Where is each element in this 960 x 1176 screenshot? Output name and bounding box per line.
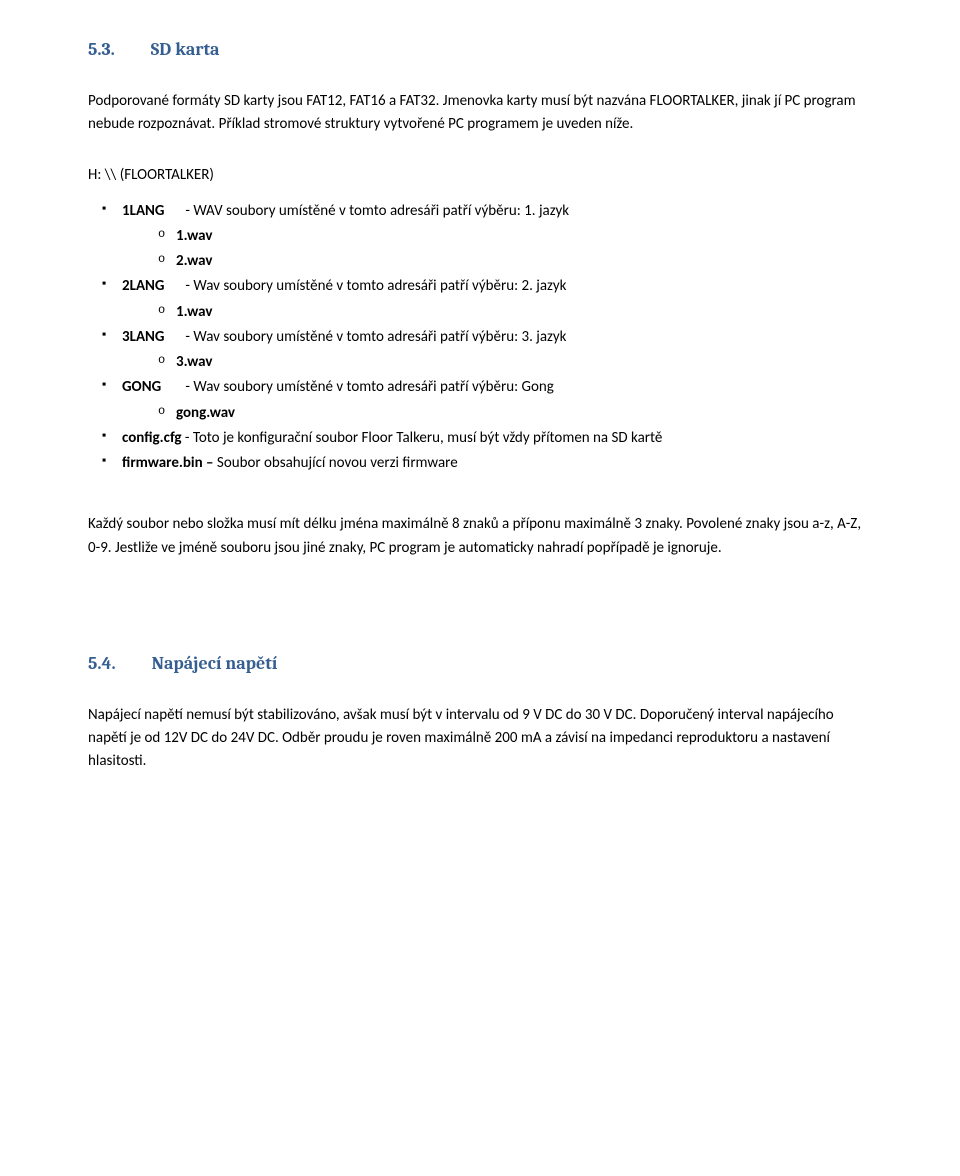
tree-children: 1.wav 2.wav — [122, 225, 872, 274]
tree-key: firmware.bin — [122, 454, 203, 472]
section-heading-sd-karta: 5.3. SD karta — [88, 36, 872, 64]
section-heading-napajeci: 5.4. Napájecí napětí — [88, 650, 872, 678]
tree-key: GONG — [122, 376, 182, 399]
tree-item-firmware: firmware.bin – Soubor obsahující novou v… — [122, 452, 872, 475]
tree-key: 2LANG — [122, 275, 182, 298]
tree-child: gong.wav — [176, 402, 872, 425]
tree-desc: - Toto je konfigurační soubor Floor Talk… — [182, 429, 663, 447]
tree-desc: Soubor obsahující novou verzi firmware — [217, 454, 458, 472]
tree-children: gong.wav — [122, 402, 872, 425]
tree-key: 3LANG — [122, 326, 182, 349]
tree-child: 2.wav — [176, 250, 872, 273]
tree-key: config.cfg — [122, 429, 182, 447]
tree-child-label: 1.wav — [176, 227, 212, 245]
tree-dash: – — [203, 454, 217, 472]
tree-child: 3.wav — [176, 351, 872, 374]
tree-heading: H: \\ (FLOORTALKER) — [88, 164, 872, 187]
tree-key: 1LANG — [122, 200, 182, 223]
tree-item-3lang: 3LANG - Wav soubory umístěné v tomto adr… — [122, 326, 872, 375]
tree-item-gong: GONG - Wav soubory umístěné v tomto adre… — [122, 376, 872, 425]
tree-desc: - Wav soubory umístěné v tomto adresáři … — [185, 277, 566, 295]
section-title: Napájecí napětí — [152, 653, 278, 674]
tree-desc: - Wav soubory umístěné v tomto adresáři … — [185, 328, 566, 346]
tree-child-label: 3.wav — [176, 353, 212, 371]
section1-para2: Každý soubor nebo složka musí mít délku … — [88, 513, 872, 560]
tree-children: 3.wav — [122, 351, 872, 374]
section-number: 5.4. — [88, 653, 116, 674]
section2-para1: Napájecí napětí nemusí být stabilizováno… — [88, 704, 872, 774]
tree-child-label: 2.wav — [176, 252, 212, 270]
section1-para1: Podporované formáty SD karty jsou FAT12,… — [88, 90, 872, 137]
directory-tree: 1LANG - WAV soubory umístěné v tomto adr… — [88, 200, 872, 476]
tree-item-config: config.cfg - Toto je konfigurační soubor… — [122, 427, 872, 450]
tree-desc: - WAV soubory umístěné v tomto adresáři … — [185, 202, 569, 220]
tree-child: 1.wav — [176, 225, 872, 248]
tree-desc: - Wav soubory umístěné v tomto adresáři … — [185, 378, 553, 396]
tree-child-label: gong.wav — [176, 404, 235, 422]
section-number: 5.3. — [88, 39, 115, 60]
tree-item-2lang: 2LANG - Wav soubory umístěné v tomto adr… — [122, 275, 872, 324]
tree-children: 1.wav — [122, 301, 872, 324]
tree-child-label: 1.wav — [176, 303, 212, 321]
section-title: SD karta — [151, 39, 220, 60]
tree-child: 1.wav — [176, 301, 872, 324]
tree-item-1lang: 1LANG - WAV soubory umístěné v tomto adr… — [122, 200, 872, 274]
